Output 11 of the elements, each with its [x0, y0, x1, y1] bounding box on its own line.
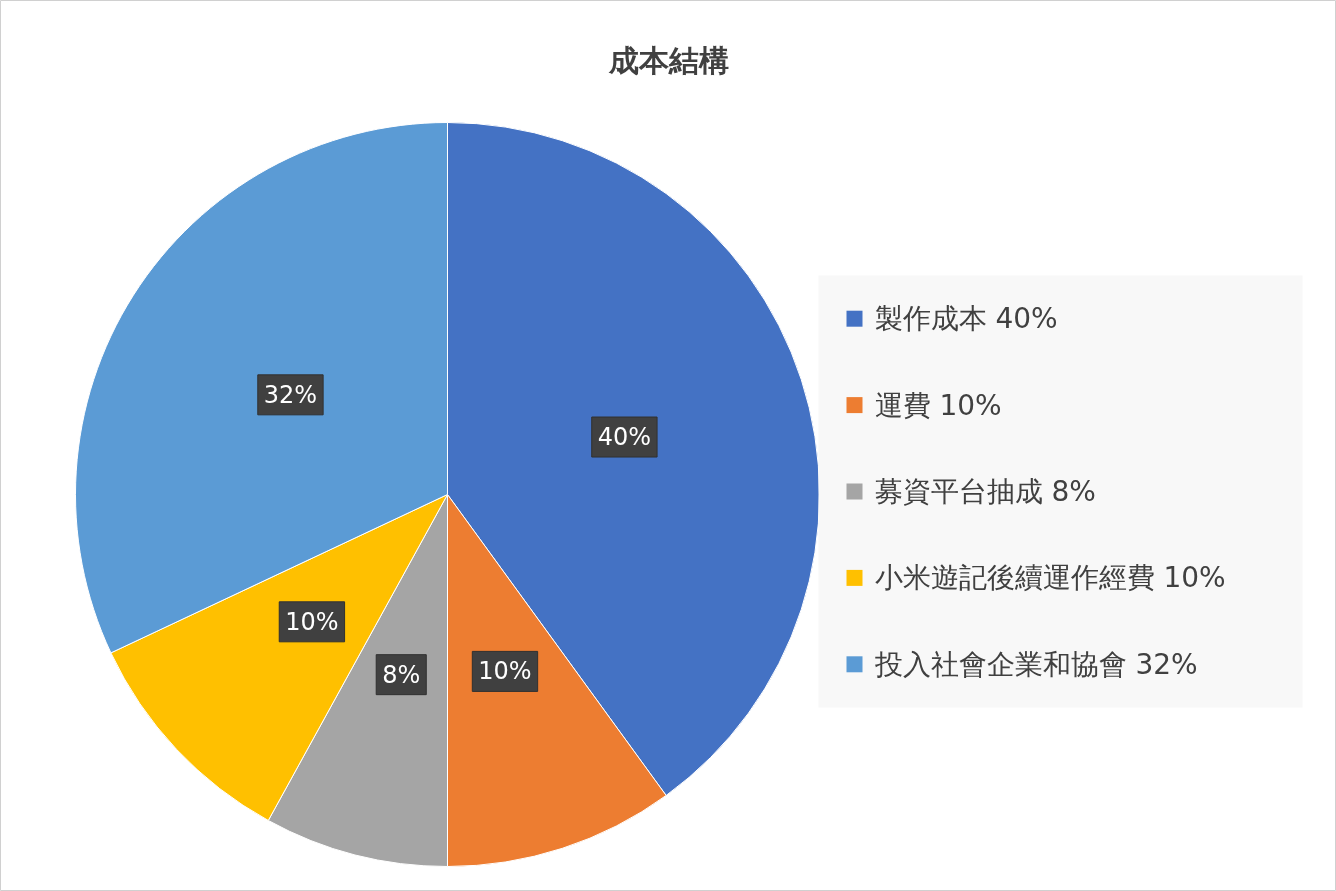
data-label: 8%	[382, 660, 421, 689]
legend-label: 投入社會企業和協會 32%	[873, 647, 1198, 681]
data-label: 32%	[263, 380, 318, 409]
legend-label: 募資平台抽成 8%	[874, 475, 1096, 508]
legend-label: 小米遊記後續運作經費 10%	[874, 561, 1226, 595]
data-label: 10%	[285, 607, 339, 636]
legend-label: 運費 10%	[874, 388, 1002, 422]
data-label: 10%	[478, 657, 532, 686]
data-label: 40%	[597, 423, 652, 452]
chart-title: 成本結構	[607, 43, 729, 78]
legend-label: 製作成本 40%	[874, 302, 1058, 336]
